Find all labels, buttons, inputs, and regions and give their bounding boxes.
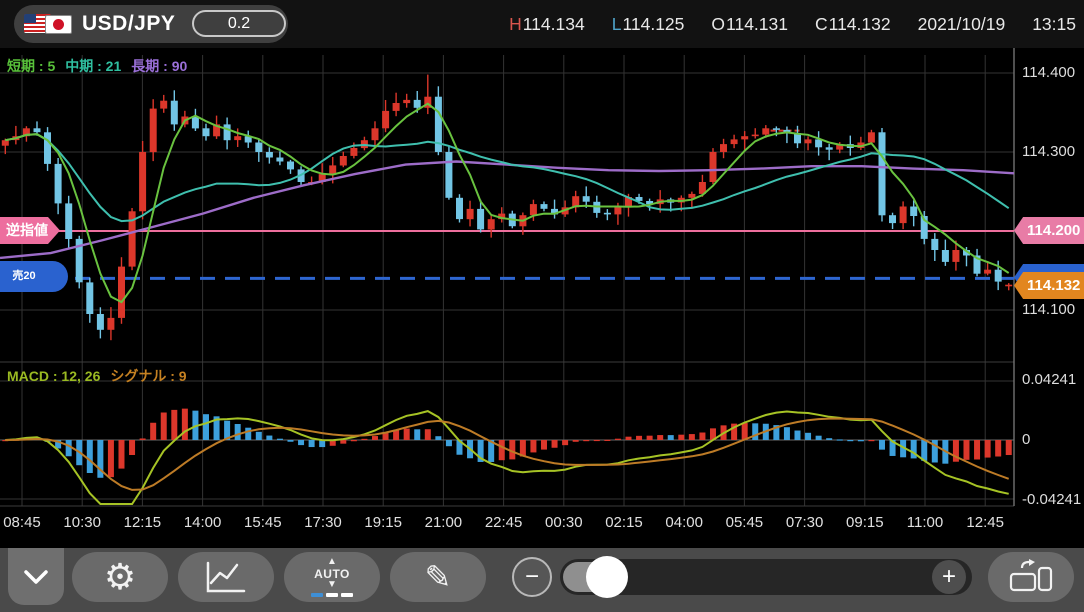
date-label: 2021/10/19 (917, 13, 1006, 34)
zoom-slider[interactable]: + (560, 556, 972, 598)
ohlc-item: L114.125 (611, 13, 685, 34)
gear-icon: ⚙ (103, 556, 137, 597)
time-axis-label: 21:00 (424, 514, 463, 531)
arrow-down-icon: ▼ (327, 579, 337, 591)
ohlc-item: C114.132 (815, 13, 891, 34)
zoom-out-button[interactable]: − (512, 557, 552, 597)
time-axis-label: 12:45 (966, 514, 1004, 531)
ma-legend: 短期 : 5 中期 : 21 長期 : 90 (7, 56, 197, 76)
price-axis-label: 114.300 (1022, 143, 1076, 160)
spread-badge: 0.2 (192, 10, 286, 37)
ma-legend-item: 中期 : 21 (65, 58, 122, 74)
us-flag-icon (24, 14, 51, 33)
chevron-down-icon (24, 569, 48, 584)
price-axis-label: 114.100 (1022, 301, 1076, 318)
pair-selector[interactable]: USD/JPY 0.2 (14, 5, 288, 43)
ohlc-readout: H114.134 L114.125 O114.131 C114.132 2021/10… (509, 0, 1076, 48)
pair-name: USD/JPY (82, 12, 176, 35)
arrow-up-icon: ▲ (327, 556, 337, 568)
time-axis-label: 19:15 (364, 514, 402, 531)
macd-axis-label: 0.04241 (1022, 371, 1077, 388)
time-axis-label: 08:45 (3, 514, 41, 531)
ohlc-item: H114.134 (509, 13, 585, 34)
macd-axis-label: 0 (1022, 431, 1031, 448)
bottom-toolbar: ⚙ ▲ AUTO ▼ ✎ − + (0, 548, 1084, 612)
position-tag[interactable]: 売20 (0, 261, 68, 292)
time-axis-label: 15:45 (244, 514, 282, 531)
settings-button[interactable]: ⚙ (72, 552, 168, 602)
price-axis-label: 114.400 (1022, 64, 1076, 81)
time-axis-label: 11:00 (906, 514, 944, 531)
line-chart-icon (206, 561, 246, 593)
rotate-screen-button[interactable] (988, 552, 1074, 602)
time-axis-label: 00:30 (545, 514, 583, 531)
time-axis-label: 14:00 (183, 514, 222, 531)
candlestick-macd-chart[interactable] (0, 48, 1084, 548)
scale-dashes-icon (311, 592, 353, 597)
stop-price-badge: 114.200 (1014, 217, 1084, 244)
current-price-badge: 114.132 (1014, 272, 1084, 299)
ohlc-values: H114.134 L114.125 O114.131 C114.132 (509, 14, 891, 35)
time-axis-label: 22:45 (484, 514, 523, 531)
macd-legend-item: シグナル : 9 (110, 368, 187, 384)
time-label: 13:15 (1032, 13, 1076, 34)
time-axis-label: 12:15 (123, 514, 162, 531)
time-axis-label: 10:30 (63, 514, 101, 531)
macd-legend-item: MACD : 12, 26 (7, 368, 101, 384)
macd-legend: MACD : 12, 26 シグナル : 9 (7, 366, 197, 386)
chart-area[interactable]: 短期 : 5 中期 : 21 長期 : 90 MACD : 12, 26 シグナル :… (0, 48, 1084, 548)
ma-legend-item: 短期 : 5 (7, 58, 56, 74)
chart-type-button[interactable] (178, 552, 274, 602)
time-axis-label: 02:15 (605, 514, 643, 531)
auto-scale-button[interactable]: ▲ AUTO ▼ (284, 552, 380, 602)
time-axis-label: 07:30 (785, 514, 824, 531)
rotate-device-icon (1009, 559, 1053, 592)
top-bar: USD/JPY 0.2 H114.134 L114.125 O114.131 C114… (0, 0, 1084, 48)
time-axis-label: 09:15 (846, 514, 884, 531)
collapse-toolbar-button[interactable] (8, 548, 64, 605)
time-axis-label: 05:45 (725, 514, 764, 531)
japan-flag-icon (45, 15, 72, 34)
stop-order-tag[interactable]: 逆指値 (0, 217, 60, 244)
macd-axis-label: -0.04241 (1022, 491, 1082, 508)
zoom-slider-thumb[interactable] (586, 556, 628, 598)
draw-button[interactable]: ✎ (390, 552, 486, 602)
plus-icon: + (941, 563, 956, 590)
ohlc-item: O114.131 (711, 13, 788, 34)
auto-label: AUTO (314, 566, 350, 581)
minus-icon: − (524, 563, 539, 590)
pencil-icon: ✎ (424, 559, 452, 595)
time-axis-label: 04:00 (665, 514, 703, 531)
zoom-in-button[interactable]: + (932, 560, 966, 594)
time-axis-label: 17:30 (304, 514, 342, 531)
ma-legend-item: 長期 : 90 (131, 58, 188, 74)
